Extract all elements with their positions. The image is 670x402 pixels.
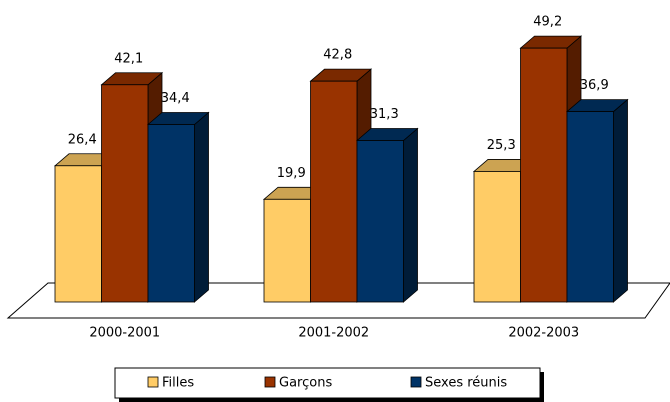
- value-label: 34,4: [161, 91, 190, 106]
- bar-front: [263, 198, 311, 303]
- value-label: 36,9: [580, 78, 609, 93]
- bar: [565, 98, 629, 303]
- value-label: 26,4: [68, 132, 97, 147]
- bar-front: [147, 124, 195, 303]
- bar: [355, 127, 419, 303]
- value-label: 49,2: [533, 15, 562, 30]
- bar-side: [403, 127, 418, 303]
- bar-side: [613, 98, 628, 303]
- value-label: 42,1: [114, 51, 143, 66]
- legend-swatch: [147, 376, 159, 388]
- bar-front: [473, 171, 521, 303]
- x-tick-label: 2001-2002: [298, 326, 369, 341]
- value-label: 42,8: [323, 48, 352, 63]
- bar-front: [520, 47, 568, 303]
- bar-front: [101, 84, 149, 303]
- bar-front: [566, 111, 614, 303]
- legend-swatch: [410, 376, 422, 388]
- bar-front: [356, 140, 404, 303]
- bar-front: [54, 165, 102, 303]
- bar-front: [310, 80, 358, 303]
- floor: [6, 282, 670, 319]
- value-label: 25,3: [487, 138, 516, 153]
- legend-label: Filles: [162, 376, 194, 391]
- legend-swatch: [264, 376, 276, 388]
- legend-label: Sexes réunis: [425, 376, 507, 391]
- x-tick-label: 2002-2003: [508, 326, 579, 341]
- legend-box: [114, 367, 541, 399]
- legend-label: Garçons: [279, 376, 332, 391]
- bar-side: [194, 111, 209, 303]
- bar: [146, 111, 210, 303]
- value-label: 31,3: [370, 107, 399, 122]
- value-label: 19,9: [277, 166, 306, 181]
- x-tick-label: 2000-2001: [89, 326, 160, 341]
